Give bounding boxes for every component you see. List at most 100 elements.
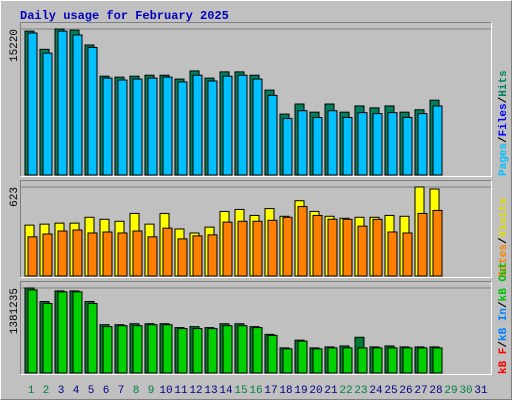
legend-item: Visits xyxy=(498,198,510,238)
bar xyxy=(207,328,218,374)
bar xyxy=(342,218,353,277)
bar xyxy=(222,221,233,277)
x-tick-label: 6 xyxy=(103,385,110,397)
bar xyxy=(237,74,248,176)
x-tick-label: 24 xyxy=(369,385,383,397)
y-tick-label: 623 xyxy=(9,187,21,207)
bar xyxy=(417,212,428,277)
bar xyxy=(312,116,323,176)
x-tick-label: 2 xyxy=(43,385,50,397)
panel-bevel-light xyxy=(20,281,492,375)
bar xyxy=(72,229,83,277)
bar xyxy=(312,214,323,277)
bar xyxy=(102,77,113,176)
bar xyxy=(357,112,368,176)
x-tick-label: 12 xyxy=(189,385,202,397)
bar xyxy=(87,46,98,176)
bar xyxy=(357,347,368,374)
legend-item: kB In xyxy=(498,308,510,341)
bar xyxy=(117,79,128,176)
x-tick-label: 9 xyxy=(148,385,155,397)
bar xyxy=(237,220,248,277)
legend-separator: / xyxy=(498,301,510,308)
bar xyxy=(432,209,443,277)
x-tick-label: 11 xyxy=(174,385,188,397)
x-tick-label: 15 xyxy=(234,385,247,397)
bar xyxy=(327,347,338,374)
bar xyxy=(252,327,263,374)
bar xyxy=(162,324,173,374)
bar xyxy=(192,74,203,176)
bar xyxy=(282,348,293,374)
bar xyxy=(207,234,218,277)
bar xyxy=(72,34,83,176)
x-tick-label: 25 xyxy=(384,385,397,397)
bar xyxy=(117,325,128,374)
bar xyxy=(297,206,308,277)
legend-separator: / xyxy=(498,136,510,143)
bar xyxy=(222,75,233,176)
legend-item: Hits xyxy=(498,70,510,96)
x-tick-label: 28 xyxy=(429,385,442,397)
panel-bevel-dark xyxy=(20,22,492,177)
bar xyxy=(387,231,398,277)
bar xyxy=(417,347,428,374)
bar xyxy=(237,325,248,374)
bar xyxy=(372,347,383,374)
legend-item: Pages xyxy=(498,143,510,176)
bar xyxy=(327,110,338,176)
x-tick-label: 1 xyxy=(28,385,35,397)
legend: Pages/Files/Hits xyxy=(498,70,510,176)
bar xyxy=(282,117,293,176)
x-tick-label: 29 xyxy=(444,385,457,397)
bar xyxy=(132,230,143,277)
bar xyxy=(192,235,203,277)
legend-item: Sites xyxy=(498,244,510,277)
bar xyxy=(117,232,128,277)
chart-title: Daily usage for February 2025 xyxy=(20,9,229,23)
bar xyxy=(267,334,278,374)
legend-item: Files xyxy=(498,103,510,136)
bar xyxy=(132,78,143,176)
bar xyxy=(417,113,428,176)
bar xyxy=(372,218,383,277)
x-tick-label: 10 xyxy=(159,385,172,397)
bar xyxy=(72,291,83,374)
y-tick-label: 1381235 xyxy=(9,288,21,334)
bar xyxy=(402,347,413,374)
x-tick-label: 19 xyxy=(294,385,307,397)
bar xyxy=(177,328,188,374)
x-tick-label: 30 xyxy=(459,385,472,397)
bar xyxy=(177,81,188,176)
bar xyxy=(327,218,338,277)
bar xyxy=(222,325,233,374)
bar xyxy=(42,233,53,277)
bar xyxy=(102,231,113,277)
x-tick-label: 26 xyxy=(399,385,412,397)
bar xyxy=(132,325,143,374)
legend: Sites/Visits xyxy=(498,198,510,277)
bar xyxy=(432,105,443,176)
bar xyxy=(162,227,173,277)
bar xyxy=(357,225,368,277)
x-tick-label: 23 xyxy=(354,385,367,397)
panel-bevel-dark xyxy=(20,180,492,278)
bar xyxy=(372,113,383,176)
bar xyxy=(147,77,158,176)
legend: kB F/kB In/kB Out xyxy=(498,262,510,374)
panel-bevel-dark xyxy=(20,281,492,375)
x-tick-label: 22 xyxy=(339,385,352,397)
bar xyxy=(267,94,278,176)
bar xyxy=(402,232,413,277)
panel-bevel-light xyxy=(20,22,492,177)
bar xyxy=(282,216,293,277)
x-tick-label: 18 xyxy=(279,385,292,397)
x-tick-label: 31 xyxy=(474,385,488,397)
bar xyxy=(267,219,278,277)
bar xyxy=(387,112,398,176)
bar xyxy=(42,52,53,176)
x-tick-label: 8 xyxy=(133,385,140,397)
bar xyxy=(387,347,398,374)
bar xyxy=(312,348,323,374)
x-tick-label: 20 xyxy=(309,385,322,397)
